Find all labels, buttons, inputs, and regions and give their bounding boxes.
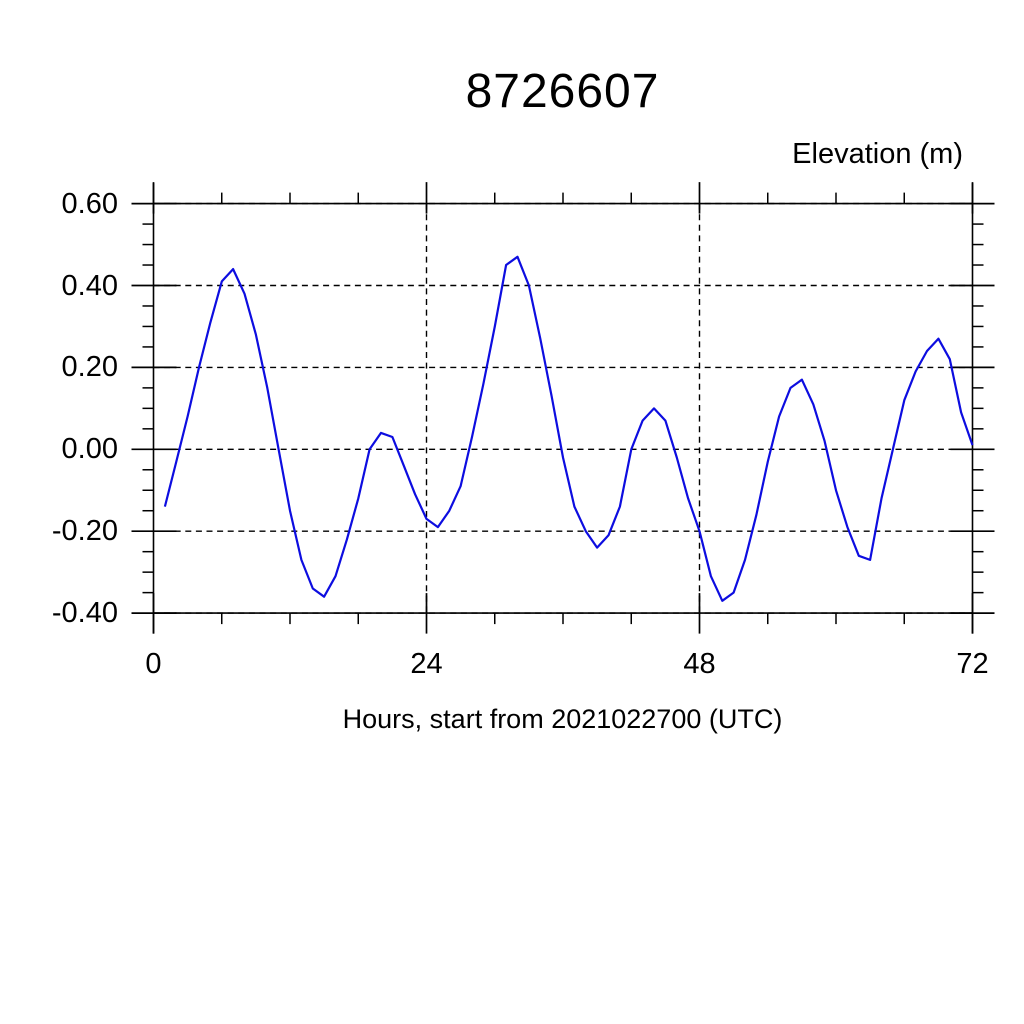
x-tick-label: 24 (410, 648, 443, 680)
x-tick-label: 48 (683, 648, 716, 680)
y-tick-label: -0.40 (51, 597, 118, 630)
chart-title: 8726607 (465, 65, 660, 118)
y-tick-label: 0.40 (61, 269, 118, 302)
y-axis-title: Elevation (m) (792, 138, 963, 170)
elevation-curve (163, 255, 974, 602)
axes (152, 183, 974, 634)
y-tick-label: 0.60 (61, 187, 118, 220)
tick-marks (131, 182, 995, 634)
x-axis-title: Hours, start from 2021022700 (UTC) (342, 704, 783, 734)
plot-area (131, 182, 995, 634)
gridlines (153, 202, 973, 614)
y-tick-label: 0.20 (61, 351, 118, 384)
y-tick-label: 0.00 (61, 433, 118, 466)
y-tick-label: -0.20 (51, 515, 118, 548)
x-tick-label: 0 (145, 648, 162, 680)
x-tick-label: 72 (956, 648, 989, 680)
elevation-line-series (163, 255, 974, 602)
